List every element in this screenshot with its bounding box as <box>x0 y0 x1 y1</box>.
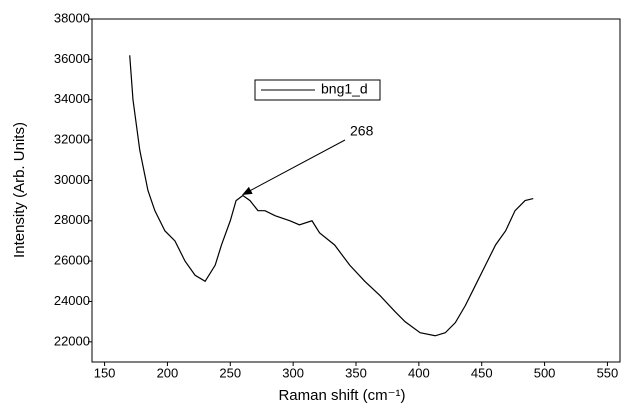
x-tick-label: 550 <box>597 365 619 380</box>
x-tick-label: 450 <box>471 365 493 380</box>
x-tick-label: 500 <box>534 365 556 380</box>
annotation-arrow <box>241 139 346 196</box>
x-tick-label: 250 <box>219 365 241 380</box>
x-tick-label: 200 <box>157 365 179 380</box>
annotation-label: 268 <box>350 123 374 139</box>
data-line <box>129 55 534 337</box>
y-tick-label: 24000 <box>54 293 90 308</box>
y-tick-label: 28000 <box>54 212 90 227</box>
x-tick-label: 150 <box>94 365 116 380</box>
x-tick-label: 300 <box>282 365 304 380</box>
y-tick-label: 30000 <box>54 172 90 187</box>
x-tick-label: 400 <box>408 365 430 380</box>
y-tick-label: 36000 <box>54 51 90 66</box>
legend-box <box>254 79 381 101</box>
y-tick-label: 26000 <box>54 253 90 268</box>
legend-label: bng1_d <box>321 81 368 97</box>
y-tick-label: 34000 <box>54 91 90 106</box>
y-tick-label: 38000 <box>54 10 90 25</box>
x-tick-label: 350 <box>345 365 367 380</box>
plot-frame <box>91 18 621 363</box>
x-axis-label: Raman shift (cm⁻¹) <box>278 387 405 404</box>
y-tick-label: 22000 <box>54 333 90 348</box>
y-axis-label: Intensity (Arb. Units) <box>11 122 28 258</box>
y-tick-label: 32000 <box>54 131 90 146</box>
